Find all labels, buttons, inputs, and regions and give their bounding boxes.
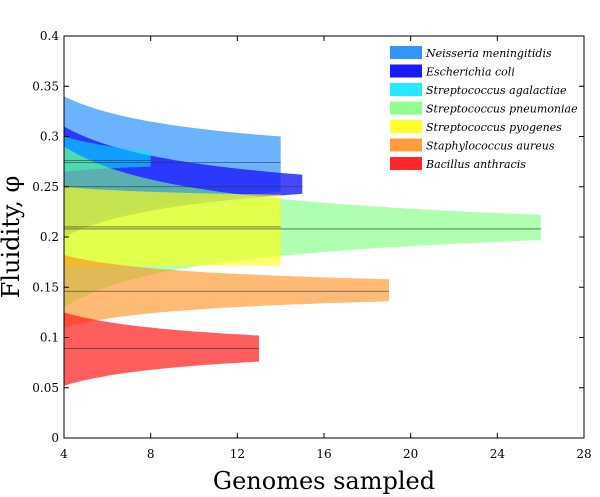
legend-label-streptococcus-pyogenes: Streptococcus pyogenes bbox=[426, 121, 562, 134]
y-tick-label: 0.35 bbox=[32, 79, 59, 93]
legend-label-escherichia-coli: Escherichia coli bbox=[425, 66, 515, 79]
legend-swatch-streptococcus-agalactiae bbox=[390, 83, 422, 96]
legend-label-staphylococcus-aureus: Staphylococcus aureus bbox=[426, 140, 555, 153]
x-tick-label: 12 bbox=[230, 447, 245, 461]
y-axis-title: Fluidity, φ bbox=[0, 176, 25, 299]
mean-lines bbox=[64, 160, 541, 349]
x-axis-title: Genomes sampled bbox=[213, 467, 435, 495]
y-axis-ticks: 0 0.05 0.1 0.15 0.2 0.25 0.3 0.35 0.4 bbox=[32, 29, 584, 445]
legend: Neisseria meningitidis Escherichia coli St… bbox=[383, 41, 578, 178]
legend-swatch-neisseria-meningitidis bbox=[390, 46, 422, 59]
x-tick-label: 16 bbox=[316, 447, 331, 461]
x-tick-label: 28 bbox=[576, 447, 591, 461]
y-tick-label: 0.05 bbox=[32, 381, 59, 395]
x-tick-label: 8 bbox=[147, 447, 155, 461]
x-axis-ticks: 4 8 12 16 20 24 28 bbox=[60, 36, 592, 461]
legend-swatch-streptococcus-pyogenes bbox=[390, 120, 422, 133]
legend-label-bacillus-anthracis: Bacillus anthracis bbox=[425, 158, 526, 171]
legend-label-neisseria-meningitidis: Neisseria meningitidis bbox=[425, 47, 552, 60]
y-tick-label: 0.25 bbox=[32, 180, 59, 194]
legend-swatch-escherichia-coli bbox=[390, 64, 422, 78]
legend-label-streptococcus-pneumoniae: Streptococcus pneumoniae bbox=[426, 103, 578, 116]
y-tick-label: 0.15 bbox=[32, 280, 59, 294]
legend-swatch-streptococcus-pneumoniae bbox=[390, 101, 422, 115]
y-tick-label: 0.3 bbox=[40, 130, 59, 144]
x-tick-label: 4 bbox=[60, 447, 68, 461]
x-tick-label: 20 bbox=[403, 447, 418, 461]
y-tick-label: 0 bbox=[51, 431, 59, 445]
legend-swatch-bacillus-anthracis bbox=[390, 157, 422, 170]
y-tick-label: 0.4 bbox=[40, 29, 59, 43]
y-tick-label: 0.2 bbox=[40, 230, 59, 244]
legend-label-streptococcus-agalactiae: Streptococcus agalactiae bbox=[426, 84, 567, 97]
legend-swatch-staphylococcus-aureus bbox=[390, 138, 422, 152]
y-tick-label: 0.1 bbox=[40, 331, 59, 345]
band-bacillus-anthracis bbox=[64, 312, 259, 386]
x-tick-label: 24 bbox=[490, 447, 506, 461]
